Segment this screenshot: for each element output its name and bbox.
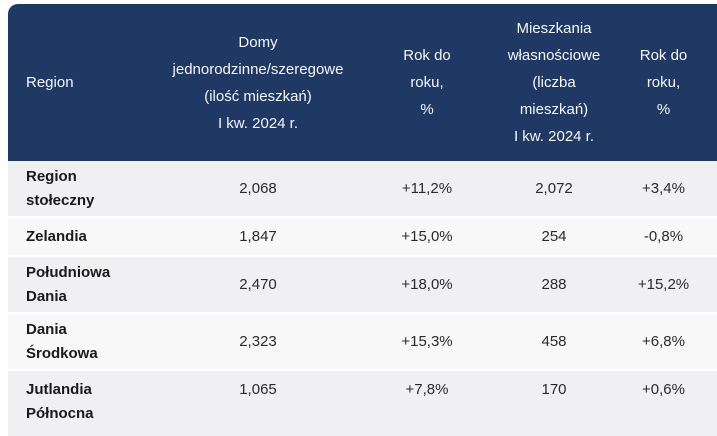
flats-yoy-cell: +15,2% <box>610 255 717 312</box>
column-header-flats: Mieszkania własnościowe (liczba mieszkań… <box>498 4 610 161</box>
homes-yoy-cell: +11,2% <box>356 161 498 216</box>
flats-yoy-cell: +6,8% <box>610 312 717 369</box>
homes-count-cell: 1,847 <box>160 216 356 255</box>
table-body: Region stołeczny 2,068 +11,2% 2,072 +3,4… <box>8 161 717 436</box>
flats-count-cell: 254 <box>498 216 610 255</box>
homes-yoy-cell: +15,3% <box>356 312 498 369</box>
flats-count-cell: 458 <box>498 312 610 369</box>
column-header-homes-yoy: Rok do roku, % <box>356 4 498 161</box>
flats-yoy-cell: +0,6% <box>610 369 717 436</box>
homes-yoy-cell: +18,0% <box>356 255 498 312</box>
homes-count-cell: 1,065 <box>160 369 356 436</box>
column-header-region: Region <box>8 4 160 161</box>
table-row-region-stoleczny: Region stołeczny 2,068 +11,2% 2,072 +3,4… <box>8 161 717 216</box>
flats-count-cell: 170 <box>498 369 610 436</box>
column-header-homes: Domy jednorodzinne/szeregowe (ilość mies… <box>160 4 356 161</box>
region-cell: Zelandia <box>8 216 160 255</box>
housing-data-table: Region Domy jednorodzinne/szeregowe (ilo… <box>8 4 717 436</box>
header-row: Region Domy jednorodzinne/szeregowe (ilo… <box>8 4 717 161</box>
table-row-dania-srodkowa: Dania Środkowa 2,323 +15,3% 458 +6,8% <box>8 312 717 369</box>
region-cell: Jutlandia Północna <box>8 369 160 436</box>
flats-count-cell: 288 <box>498 255 610 312</box>
region-cell: Południowa Dania <box>8 255 160 312</box>
column-header-flats-yoy: Rok do roku, % <box>610 4 717 161</box>
regions-housing-table: Region Domy jednorodzinne/szeregowe (ilo… <box>8 4 717 436</box>
flats-yoy-cell: +3,4% <box>610 161 717 216</box>
flats-count-cell: 2,072 <box>498 161 610 216</box>
region-cell: Dania Środkowa <box>8 312 160 369</box>
homes-yoy-cell: +7,8% <box>356 369 498 436</box>
table-row-zelandia: Zelandia 1,847 +15,0% 254 -0,8% <box>8 216 717 255</box>
homes-count-cell: 2,068 <box>160 161 356 216</box>
region-cell: Region stołeczny <box>8 161 160 216</box>
flats-yoy-cell: -0,8% <box>610 216 717 255</box>
homes-yoy-cell: +15,0% <box>356 216 498 255</box>
homes-count-cell: 2,470 <box>160 255 356 312</box>
homes-count-cell: 2,323 <box>160 312 356 369</box>
table-row-poludniowa-dania: Południowa Dania 2,470 +18,0% 288 +15,2% <box>8 255 717 312</box>
table-header: Region Domy jednorodzinne/szeregowe (ilo… <box>8 4 717 161</box>
table-row-jutlandia-polnocna: Jutlandia Północna 1,065 +7,8% 170 +0,6% <box>8 369 717 436</box>
